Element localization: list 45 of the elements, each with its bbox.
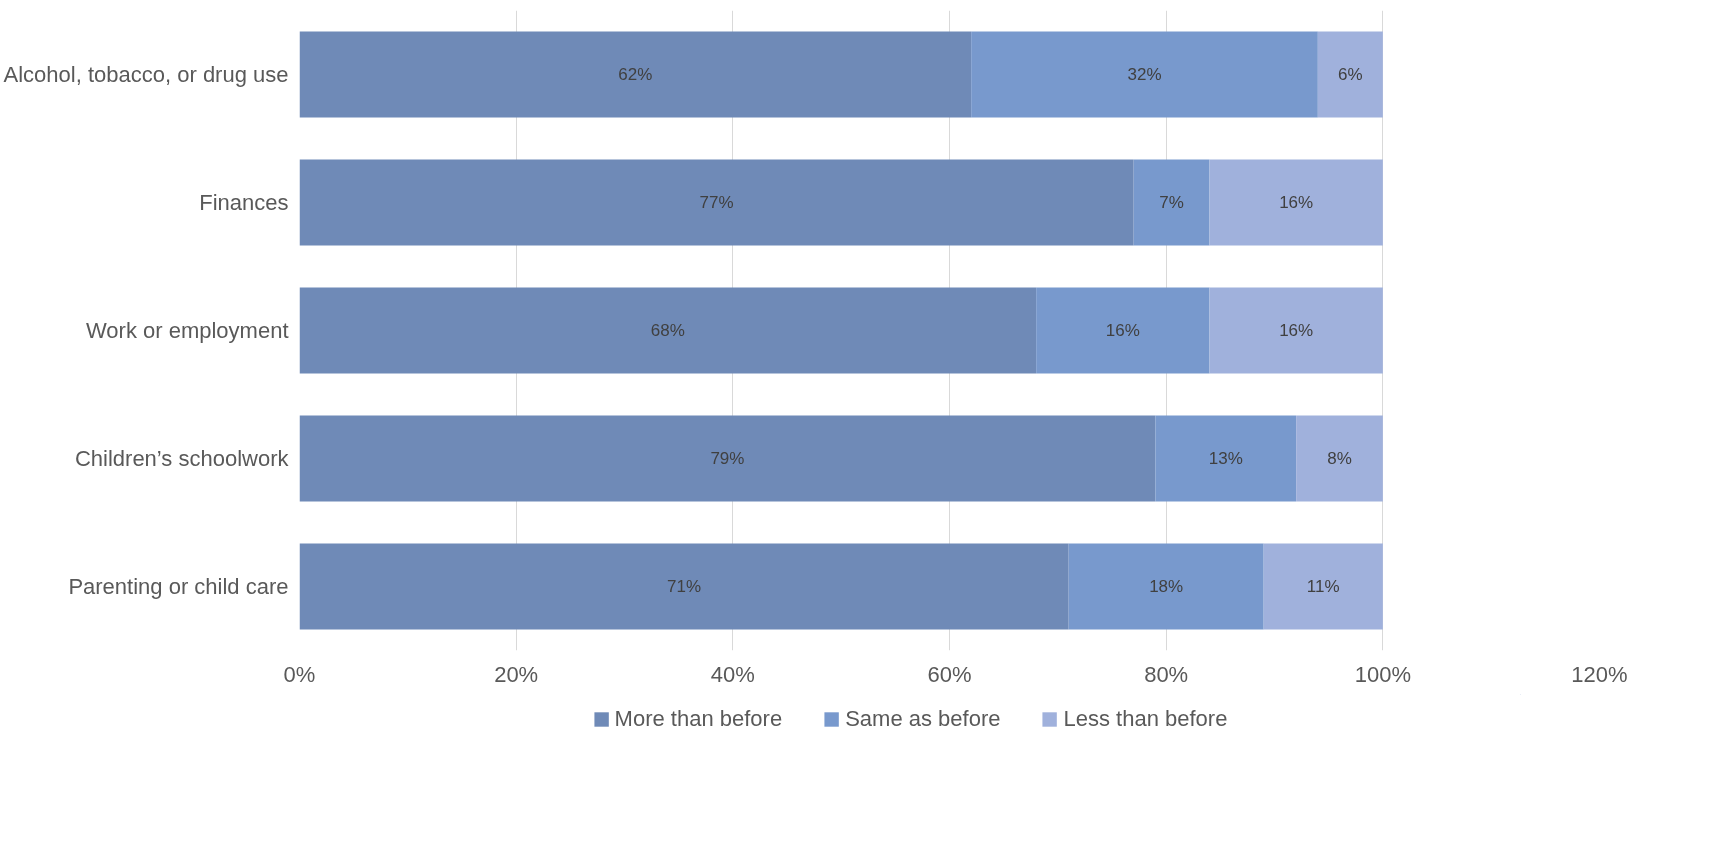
y-tick-label: Parenting or child care	[68, 574, 289, 599]
y-tick-label: Work or employment	[85, 318, 289, 343]
data-label: 18%	[1149, 577, 1184, 596]
bar	[1036, 287, 1210, 374]
bar	[299, 287, 1037, 374]
x-tick-label: 60%	[927, 661, 972, 687]
data-label: 8%	[1327, 449, 1352, 468]
data-label: 16%	[1279, 321, 1314, 340]
bar	[1209, 159, 1383, 246]
data-label: 7%	[1159, 193, 1184, 212]
data-label: 79%	[710, 449, 745, 468]
data-label: 77%	[699, 193, 734, 212]
data-label: 71%	[667, 577, 702, 596]
bar	[1155, 415, 1297, 502]
x-tick-label: 100%	[1354, 661, 1411, 687]
bar	[299, 415, 1156, 502]
bar	[1068, 543, 1264, 630]
legend-label: More than before	[614, 706, 783, 732]
y-tick-label: Finances	[199, 190, 289, 215]
x-tick-label: 0%	[283, 661, 316, 687]
bar	[299, 31, 972, 118]
bar	[971, 31, 1318, 118]
bar	[299, 543, 1069, 630]
y-tick-label: Alcohol, tobacco, or drug use	[3, 62, 289, 87]
y-tick-label: Children’s schoolwork	[74, 446, 290, 471]
data-label: 16%	[1279, 193, 1314, 212]
bar	[1263, 543, 1383, 630]
x-tick-label: 80%	[1144, 661, 1189, 687]
bar	[1317, 31, 1383, 118]
bar	[1133, 159, 1210, 246]
legend-label: Less than before	[1063, 706, 1228, 732]
data-label: 13%	[1208, 449, 1243, 468]
data-label: 32%	[1127, 65, 1162, 84]
x-tick-label: 40%	[710, 661, 755, 687]
x-tick-label: 120%	[1571, 661, 1628, 687]
data-label: 16%	[1105, 321, 1140, 340]
bar	[299, 159, 1134, 246]
data-label: 62%	[618, 65, 653, 84]
data-label: 68%	[650, 321, 685, 340]
x-tick-label: 20%	[494, 661, 539, 687]
data-label: 6%	[1338, 65, 1363, 84]
legend-label: Same as before	[845, 706, 1001, 732]
bar	[1209, 287, 1383, 374]
bar	[1296, 415, 1383, 502]
data-label: 11%	[1306, 577, 1340, 596]
